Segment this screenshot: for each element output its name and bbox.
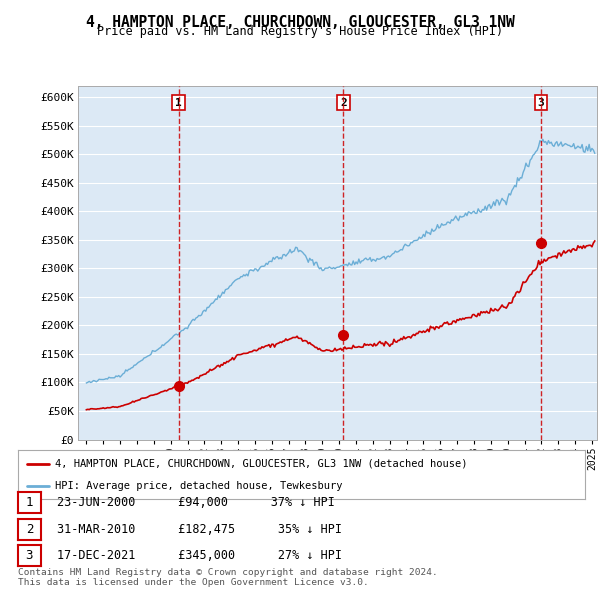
Text: 4, HAMPTON PLACE, CHURCHDOWN, GLOUCESTER, GL3 1NW: 4, HAMPTON PLACE, CHURCHDOWN, GLOUCESTER… bbox=[86, 15, 514, 30]
Text: 2: 2 bbox=[340, 98, 347, 108]
Text: HPI: Average price, detached house, Tewkesbury: HPI: Average price, detached house, Tewk… bbox=[55, 481, 343, 491]
Text: 17-DEC-2021      £345,000      27% ↓ HPI: 17-DEC-2021 £345,000 27% ↓ HPI bbox=[57, 549, 342, 562]
Text: 23-JUN-2000      £94,000      37% ↓ HPI: 23-JUN-2000 £94,000 37% ↓ HPI bbox=[57, 496, 335, 509]
Text: 3: 3 bbox=[26, 549, 33, 562]
Text: This data is licensed under the Open Government Licence v3.0.: This data is licensed under the Open Gov… bbox=[18, 578, 369, 587]
Text: Price paid vs. HM Land Registry's House Price Index (HPI): Price paid vs. HM Land Registry's House … bbox=[97, 25, 503, 38]
Text: 4, HAMPTON PLACE, CHURCHDOWN, GLOUCESTER, GL3 1NW (detached house): 4, HAMPTON PLACE, CHURCHDOWN, GLOUCESTER… bbox=[55, 458, 467, 468]
Text: 31-MAR-2010      £182,475      35% ↓ HPI: 31-MAR-2010 £182,475 35% ↓ HPI bbox=[57, 523, 342, 536]
Text: Contains HM Land Registry data © Crown copyright and database right 2024.: Contains HM Land Registry data © Crown c… bbox=[18, 568, 438, 577]
Text: 1: 1 bbox=[26, 496, 33, 509]
Text: 2: 2 bbox=[26, 523, 33, 536]
Text: 3: 3 bbox=[538, 98, 544, 108]
Text: 1: 1 bbox=[175, 98, 182, 108]
